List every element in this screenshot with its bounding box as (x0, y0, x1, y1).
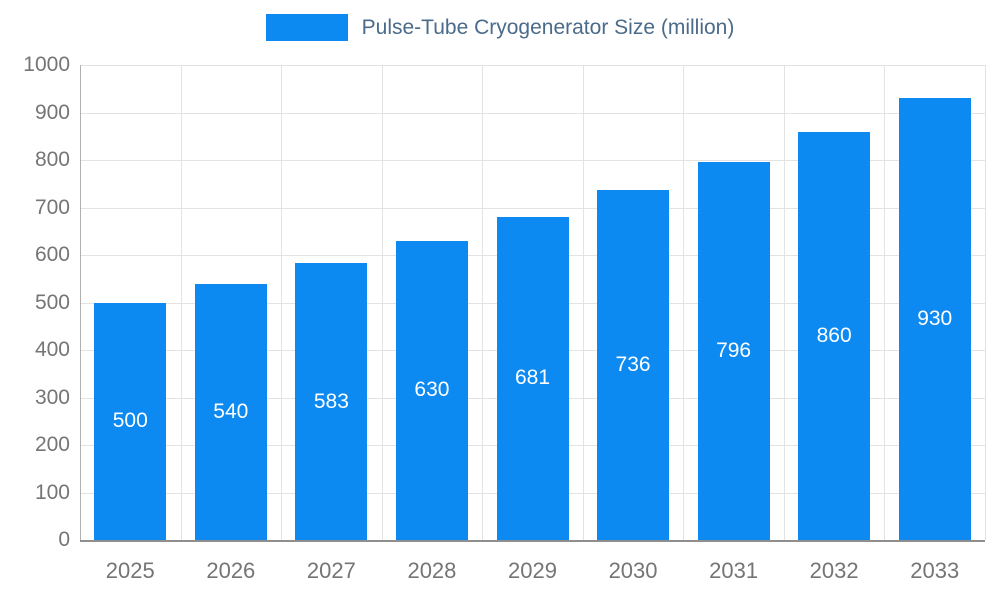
bar-2030[interactable]: 736 (597, 190, 670, 540)
y-tick-label: 700 (34, 195, 70, 219)
bar-2026[interactable]: 540 (194, 283, 267, 540)
bar-2032[interactable]: 860 (798, 131, 871, 540)
x-tick-label: 2025 (105, 558, 155, 583)
gridline-vertical (180, 65, 182, 540)
y-axis-line (80, 65, 81, 540)
x-tick-label: 2033 (910, 558, 960, 583)
x-tick-label: 2031 (709, 558, 759, 583)
gridline-vertical (985, 65, 986, 540)
gridline-horizontal (80, 207, 985, 209)
x-tick-label: 2029 (508, 558, 557, 583)
y-tick-label: 100 (34, 480, 70, 504)
x-tick-label: 2030 (608, 558, 658, 583)
y-tick-label: 300 (34, 385, 70, 409)
x-tick-label: 2028 (407, 558, 457, 583)
x-tick-label: 2032 (809, 558, 859, 583)
bar-2029[interactable]: 681 (496, 216, 569, 540)
bar-2033[interactable]: 930 (898, 98, 971, 540)
y-tick-label: 500 (34, 290, 70, 314)
y-tick-label: 1000 (23, 53, 70, 76)
bar-2027[interactable]: 583 (295, 263, 368, 540)
gridline-vertical (381, 65, 383, 540)
y-tick-label: 200 (34, 433, 70, 456)
x-tick-label: 2027 (306, 558, 356, 583)
bar-value-label: 796 (716, 338, 752, 362)
y-tick-label: 800 (34, 148, 70, 171)
bar-2031[interactable]: 796 (697, 161, 770, 540)
y-tick-label: 900 (34, 100, 70, 124)
legend-label[interactable]: Pulse-Tube Cryogenerator Size (million) (361, 15, 735, 39)
gridline-vertical (783, 65, 785, 540)
bar-2028[interactable]: 630 (395, 240, 468, 540)
bar-value-label: 500 (112, 409, 148, 433)
bar-value-label: 736 (615, 353, 651, 377)
gridline-vertical (884, 65, 886, 540)
bar-value-label: 540 (213, 399, 249, 423)
legend-swatch[interactable] (265, 14, 348, 41)
gridline-vertical (683, 65, 685, 540)
bar-value-label: 930 (917, 307, 953, 331)
gridline-vertical (281, 65, 283, 540)
bar-value-label: 860 (816, 323, 852, 347)
bar-2025[interactable]: 500 (94, 302, 167, 540)
y-tick-label: 400 (34, 338, 70, 361)
gridline-horizontal (80, 112, 985, 114)
bar-value-label: 681 (514, 366, 551, 390)
legend: Pulse-Tube Cryogenerator Size (million) (0, 14, 1000, 41)
bar-value-label: 630 (414, 378, 450, 402)
x-axis-line (80, 540, 985, 542)
gridline-vertical (482, 65, 484, 540)
gridline-vertical (582, 65, 584, 540)
x-tick-label: 2026 (206, 558, 256, 583)
y-tick-label: 600 (34, 243, 70, 266)
gridline-horizontal (80, 160, 985, 161)
gridline-horizontal (80, 65, 985, 66)
y-tick-label: 0 (58, 528, 70, 551)
bar-value-label: 583 (313, 389, 349, 413)
